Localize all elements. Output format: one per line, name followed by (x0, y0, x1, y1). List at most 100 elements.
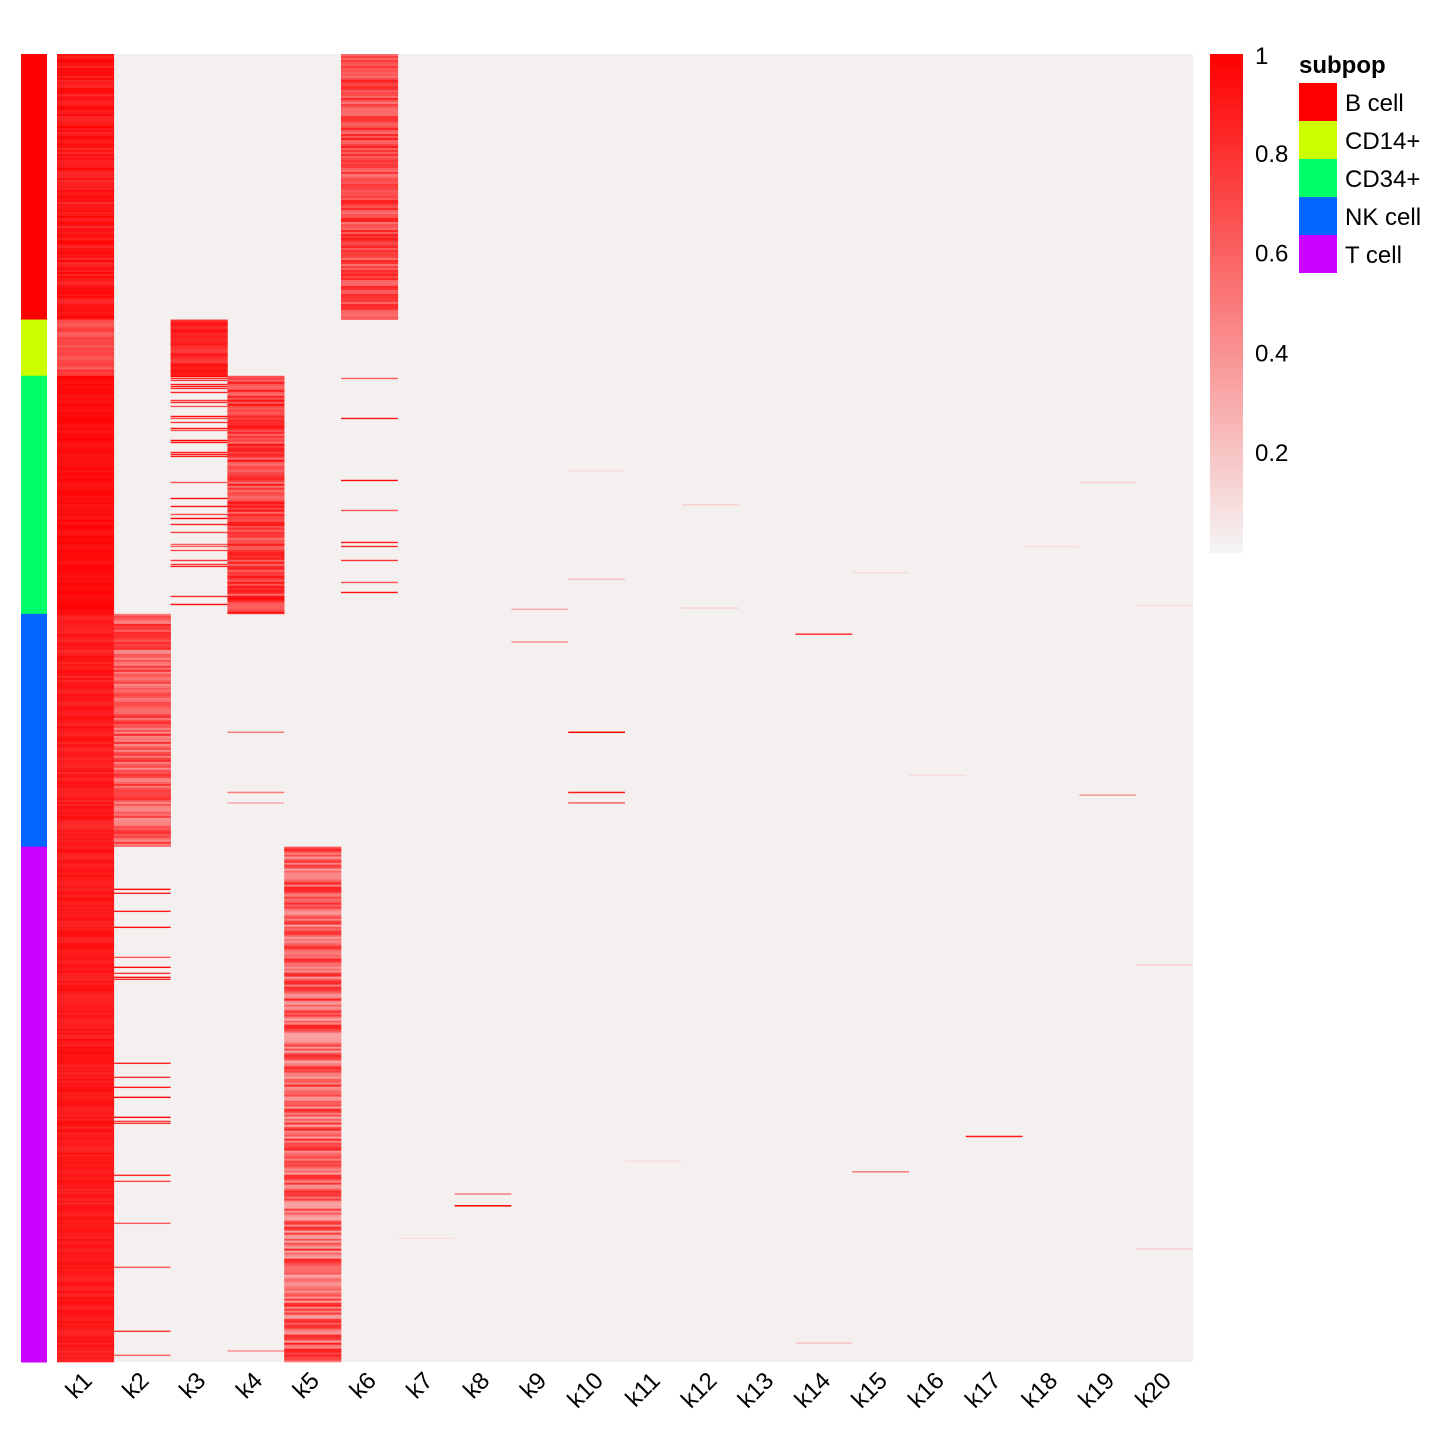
heatmap-cell (57, 1092, 115, 1095)
heatmap-cell (284, 1190, 342, 1193)
heatmap-cell (341, 256, 399, 259)
heatmap-cell (341, 202, 399, 205)
heatmap-cell (227, 465, 285, 469)
heatmap-cell (284, 1030, 342, 1033)
heatmap-cell (57, 537, 115, 541)
heatmap-cell (57, 409, 115, 413)
heatmap-cell (284, 1100, 342, 1103)
heatmap-cell (284, 1318, 342, 1321)
heatmap-cell (57, 1116, 115, 1119)
heatmap-cell (57, 112, 115, 115)
heatmap-cell (57, 487, 115, 491)
heatmap-cell (57, 613, 115, 617)
heatmap-cell (341, 82, 399, 85)
heatmap-cell (909, 774, 966, 777)
heatmap-cell (284, 1046, 342, 1049)
heatmap-cell (284, 1000, 342, 1003)
heatmap-cell (113, 785, 171, 789)
heatmap-cell (57, 1088, 115, 1091)
heatmap-cell (227, 377, 285, 381)
heatmap-cell (341, 56, 399, 59)
heatmap-cell (57, 902, 115, 905)
heatmap-cell (227, 579, 285, 583)
heatmap-cell (284, 1160, 342, 1163)
heatmap-cell (57, 729, 115, 733)
heatmap-cell (57, 852, 115, 855)
heatmap-cell (57, 1318, 115, 1321)
heatmap-cell (113, 972, 171, 975)
heatmap-cell (113, 627, 171, 631)
heatmap-cell (57, 932, 115, 935)
heatmap-cell (57, 168, 115, 171)
heatmap-cell (57, 747, 115, 751)
heatmap-cell (284, 1028, 342, 1031)
heatmap-cell (284, 976, 342, 979)
heatmap-cell (57, 563, 115, 567)
heatmap-cell (57, 327, 115, 330)
heatmap-cell (113, 711, 171, 715)
heatmap-cell (57, 160, 115, 163)
heatmap-cell (341, 160, 399, 163)
heatmap-cell (57, 258, 115, 261)
heatmap-cell (57, 471, 115, 475)
heatmap-cell (284, 864, 342, 867)
heatmap-cell (57, 1174, 115, 1177)
heatmap-cell (57, 835, 115, 839)
heatmap-cell (284, 1072, 342, 1075)
heatmap-cell (284, 920, 342, 923)
heatmap-cell (284, 908, 342, 911)
heatmap-cell (284, 948, 342, 951)
heatmap-cell (57, 805, 115, 809)
heatmap-cell (57, 639, 115, 643)
heatmap-cell (57, 1052, 115, 1055)
heatmap-cell (57, 1026, 115, 1029)
heatmap-cell (284, 1180, 342, 1183)
heatmap-cell (57, 70, 115, 73)
heatmap-cell (284, 956, 342, 959)
heatmap-cell (341, 228, 399, 231)
heatmap-cell (341, 208, 399, 211)
heatmap-cell (170, 565, 228, 568)
heatmap-cell (341, 272, 399, 275)
heatmap-cell (227, 473, 285, 477)
heatmap-cell (57, 158, 115, 161)
heatmap-cell (284, 996, 342, 999)
heatmap-cell (57, 136, 115, 139)
heatmap-cell (284, 882, 342, 885)
heatmap-cell (57, 1040, 115, 1043)
heatmap-cell (170, 603, 228, 606)
heatmap-cell (57, 186, 115, 189)
heatmap-cell (57, 701, 115, 705)
heatmap-cell (57, 1190, 115, 1193)
heatmap-cell (341, 174, 399, 177)
heatmap-cell (227, 525, 285, 529)
heatmap-cell (170, 497, 228, 500)
heatmap-cell (57, 735, 115, 739)
heatmap-cell (57, 1246, 115, 1249)
heatmap-cell (284, 862, 342, 865)
heatmap-cell (284, 918, 342, 921)
heatmap-cell (57, 441, 115, 445)
heatmap-cell (113, 651, 171, 655)
heatmap-cell (341, 86, 399, 89)
heatmap-cell (113, 1180, 171, 1183)
heatmap-cell (57, 904, 115, 907)
heatmap-cell (57, 990, 115, 993)
heatmap-cell (57, 242, 115, 245)
heatmap-cell (57, 739, 115, 743)
heatmap-cell (57, 878, 115, 881)
heatmap-cell (284, 992, 342, 995)
heatmap-cell (57, 1004, 115, 1007)
heatmap-cell (227, 391, 285, 395)
heatmap-cell (113, 763, 171, 767)
heatmap-cell (170, 439, 228, 442)
heatmap-cell (57, 699, 115, 703)
heatmap-cell (284, 968, 342, 971)
heatmap-cell (57, 1162, 115, 1165)
heatmap-cell (227, 583, 285, 587)
heatmap-cell (57, 1252, 115, 1255)
heatmap-cell (57, 1282, 115, 1285)
heatmap-cell (227, 611, 285, 615)
heatmap-cell (57, 437, 115, 441)
heatmap-block-k5-t-cell (284, 846, 342, 1363)
